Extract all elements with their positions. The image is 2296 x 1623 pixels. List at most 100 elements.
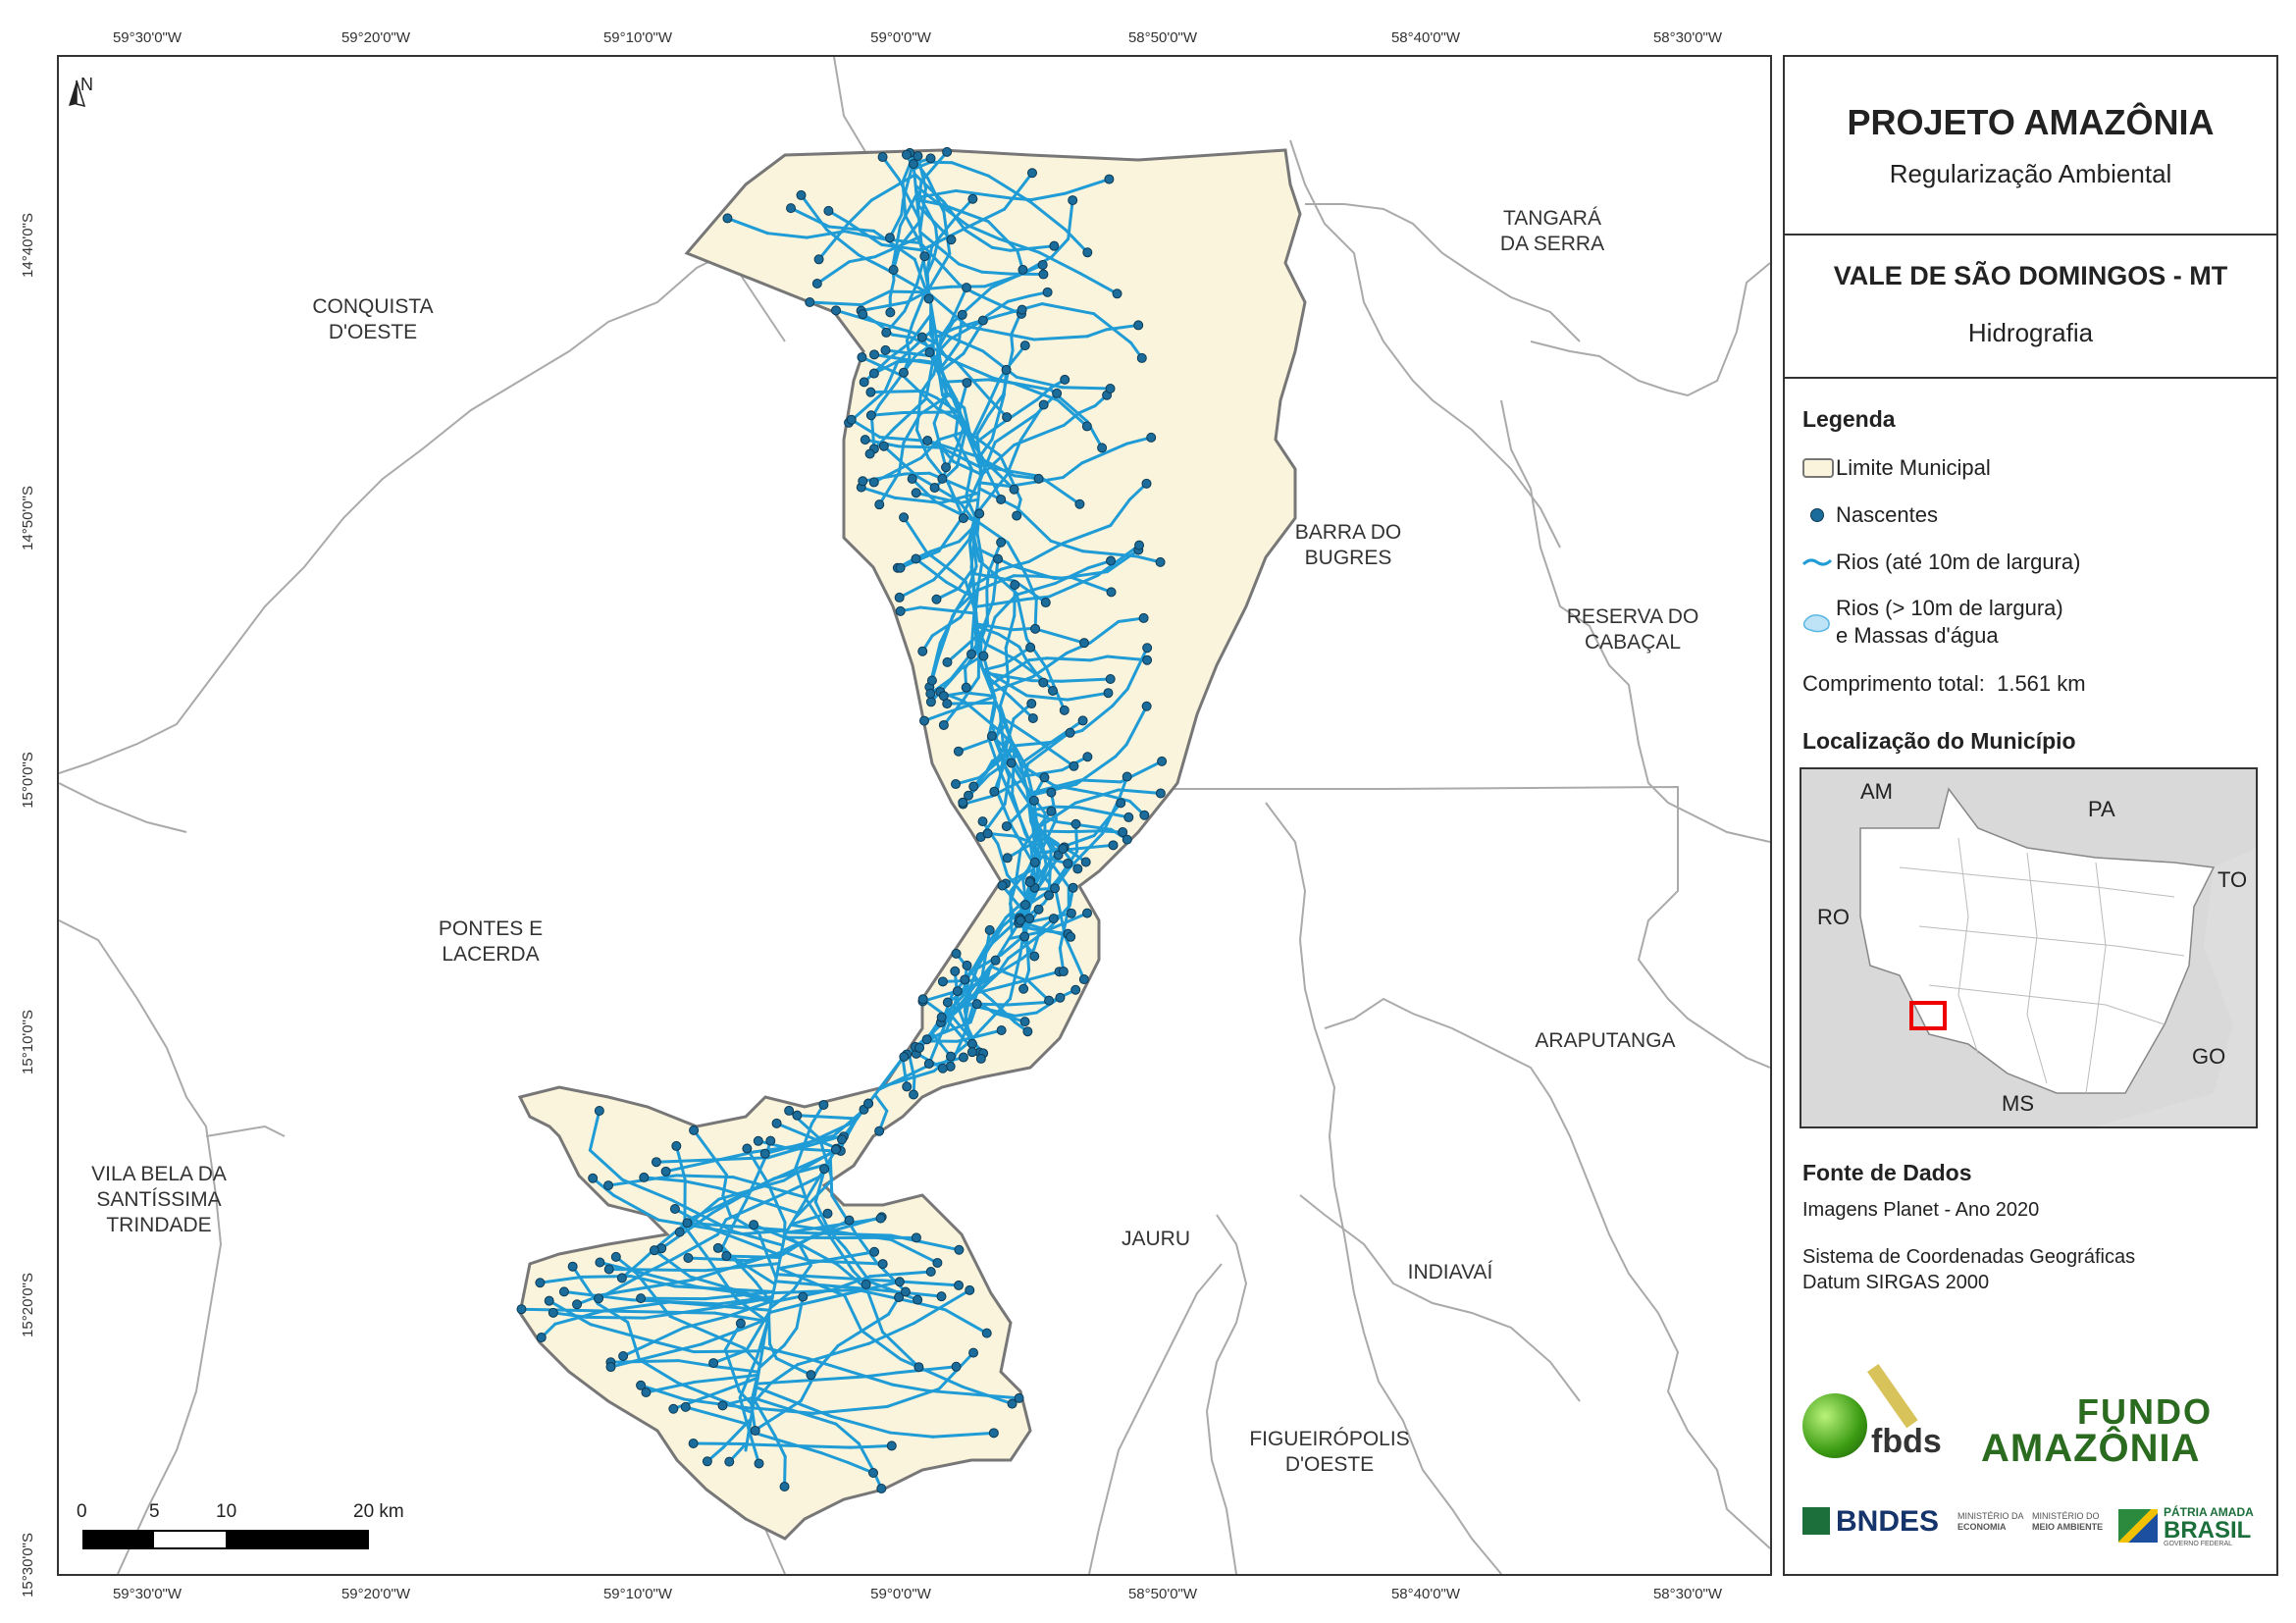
spring-point [858, 309, 868, 320]
river-segment [1088, 619, 1121, 645]
theme-title: Hidrografia [1967, 318, 2094, 347]
spring-point [798, 1291, 809, 1302]
spring-point [990, 955, 1001, 966]
spring-point [865, 410, 876, 421]
spring-point [594, 1106, 604, 1117]
river-segment [1063, 843, 1116, 852]
spring-point [722, 213, 733, 224]
river-segment [843, 230, 886, 241]
river-segment [775, 1122, 839, 1150]
river-segment [588, 1148, 624, 1181]
river-segment [1064, 936, 1079, 968]
spring-point [594, 1293, 604, 1304]
river-segment [920, 225, 969, 252]
river-segment [943, 993, 965, 1017]
river-segment [983, 672, 1011, 698]
river-segment [891, 1383, 930, 1392]
river-segment [879, 1070, 936, 1089]
river-segment [936, 614, 955, 660]
spring-point [1022, 1026, 1033, 1037]
river-segment [724, 1190, 789, 1222]
spring-point [750, 1425, 760, 1436]
river-segment [882, 323, 913, 335]
river-segment [786, 1146, 837, 1153]
river-segment [1000, 715, 1046, 747]
lat-tick-left: 15°10'0"S [20, 1010, 36, 1074]
river-segment [878, 1055, 906, 1089]
river-segment [941, 371, 948, 393]
spring-point [1060, 374, 1070, 385]
spring-point [796, 189, 807, 200]
spring-point [1074, 498, 1085, 509]
river-segment [927, 440, 978, 458]
river-segment [1096, 544, 1141, 577]
spring-point [1122, 834, 1132, 845]
river-line-icon [1802, 556, 1836, 568]
muni-label: RESERVA DO CABAÇAL [1566, 605, 1699, 654]
north-label: N [80, 75, 93, 94]
scale-label-20: 20 km [353, 1501, 404, 1522]
river-segment [980, 270, 1013, 276]
river-segment [750, 1361, 762, 1405]
spring-point [1146, 432, 1157, 443]
river-segment [1050, 805, 1080, 810]
spring-point [572, 1299, 583, 1310]
spring-point [942, 699, 953, 709]
river-segment [935, 344, 940, 363]
spring-point [792, 1110, 803, 1121]
spring-point [957, 309, 967, 320]
river-segment [965, 224, 1001, 240]
spring-point [1068, 882, 1078, 893]
river-segment [686, 1256, 750, 1263]
spring-point [951, 779, 962, 790]
spring-point [954, 1280, 965, 1290]
river-segment [780, 1219, 852, 1253]
spring-point [1039, 772, 1050, 783]
river-segment [879, 242, 924, 252]
lon-tick-top: 59°10'0"W [602, 29, 673, 46]
divider [1785, 234, 2276, 236]
spring-point [894, 592, 905, 602]
spring-point [1019, 931, 1030, 942]
river-segment [957, 568, 973, 591]
river-segment [732, 1290, 773, 1304]
spring-point [651, 1157, 661, 1168]
river-segment [898, 578, 936, 600]
river-segment [857, 253, 886, 270]
spring-point [749, 1220, 759, 1230]
river-segment [965, 207, 1007, 229]
river-segment [571, 1265, 600, 1306]
river-segment [971, 290, 1007, 309]
spring-point [857, 352, 867, 363]
river-segment [752, 1382, 772, 1405]
river-segment [979, 957, 1023, 985]
spring-point [960, 974, 970, 985]
river-segment [1028, 200, 1068, 232]
river-segment [995, 790, 1014, 828]
spring-point [786, 203, 797, 214]
river-segment [973, 587, 980, 612]
river-segment [713, 1311, 769, 1323]
spring-point [931, 594, 942, 604]
spring-point [779, 1482, 790, 1492]
river-segment [683, 1225, 708, 1258]
spring-point [1012, 510, 1022, 521]
river-segment [784, 1217, 883, 1234]
river-segment [1009, 915, 1014, 936]
spring-point [938, 719, 949, 730]
river-segment [995, 758, 1005, 794]
river-segment [918, 231, 961, 266]
spring-point [636, 1293, 647, 1304]
spring-point [911, 488, 921, 498]
river-segment [745, 1146, 769, 1184]
legend-item: Nascentes [1802, 502, 1938, 528]
river-segment [1066, 691, 1110, 702]
spring-point [1017, 304, 1027, 315]
river-segment [796, 1341, 871, 1367]
river-segment [1015, 382, 1053, 392]
river-segment [1070, 576, 1114, 594]
river-segment [650, 1339, 696, 1354]
ministerio-economia-logo: MINISTÉRIO DA ECONOMIA [1957, 1511, 2024, 1532]
spring-point [660, 1166, 671, 1177]
project-subtitle: Regularização Ambiental [1889, 159, 2172, 188]
